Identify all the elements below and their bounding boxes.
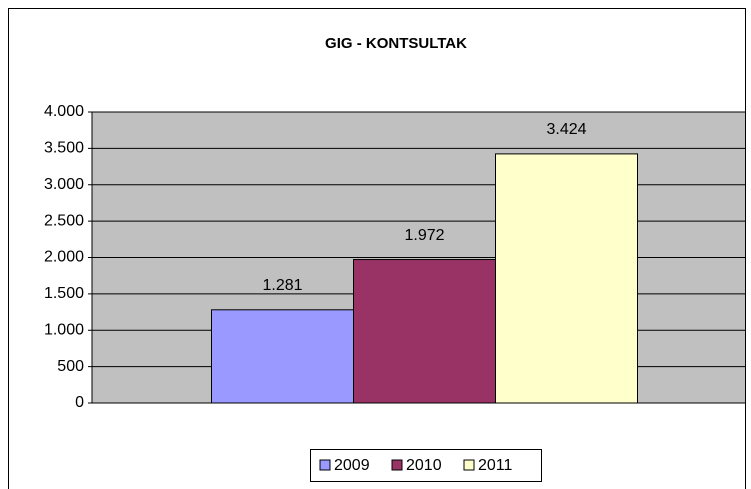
data-label: 3.424 bbox=[546, 121, 586, 138]
y-tick-label: 3.500 bbox=[44, 140, 84, 157]
bar bbox=[211, 309, 354, 404]
legend-swatch bbox=[391, 459, 403, 471]
legend-box bbox=[310, 449, 542, 482]
y-tick-label: 1.500 bbox=[44, 285, 84, 302]
bar bbox=[353, 259, 496, 404]
y-tick-label: 3.000 bbox=[44, 176, 84, 193]
bar bbox=[495, 153, 638, 404]
chart-title: GIG - KONTSULTAK bbox=[325, 35, 467, 52]
y-tick-label: 4.000 bbox=[44, 103, 84, 120]
legend-label: 2011 bbox=[478, 457, 513, 474]
legend-label: 2010 bbox=[406, 457, 442, 474]
y-tick-label: 500 bbox=[57, 358, 84, 375]
y-tick-label: 0 bbox=[75, 394, 84, 411]
legend-swatch bbox=[463, 459, 475, 471]
y-tick-label: 1.000 bbox=[44, 321, 84, 338]
legend-label: 2009 bbox=[334, 457, 370, 474]
data-label: 1.972 bbox=[404, 227, 444, 244]
data-label: 1.281 bbox=[262, 277, 302, 294]
legend-swatch bbox=[319, 459, 331, 471]
y-tick-label: 2.000 bbox=[44, 249, 84, 266]
y-tick-label: 2.500 bbox=[44, 212, 84, 229]
